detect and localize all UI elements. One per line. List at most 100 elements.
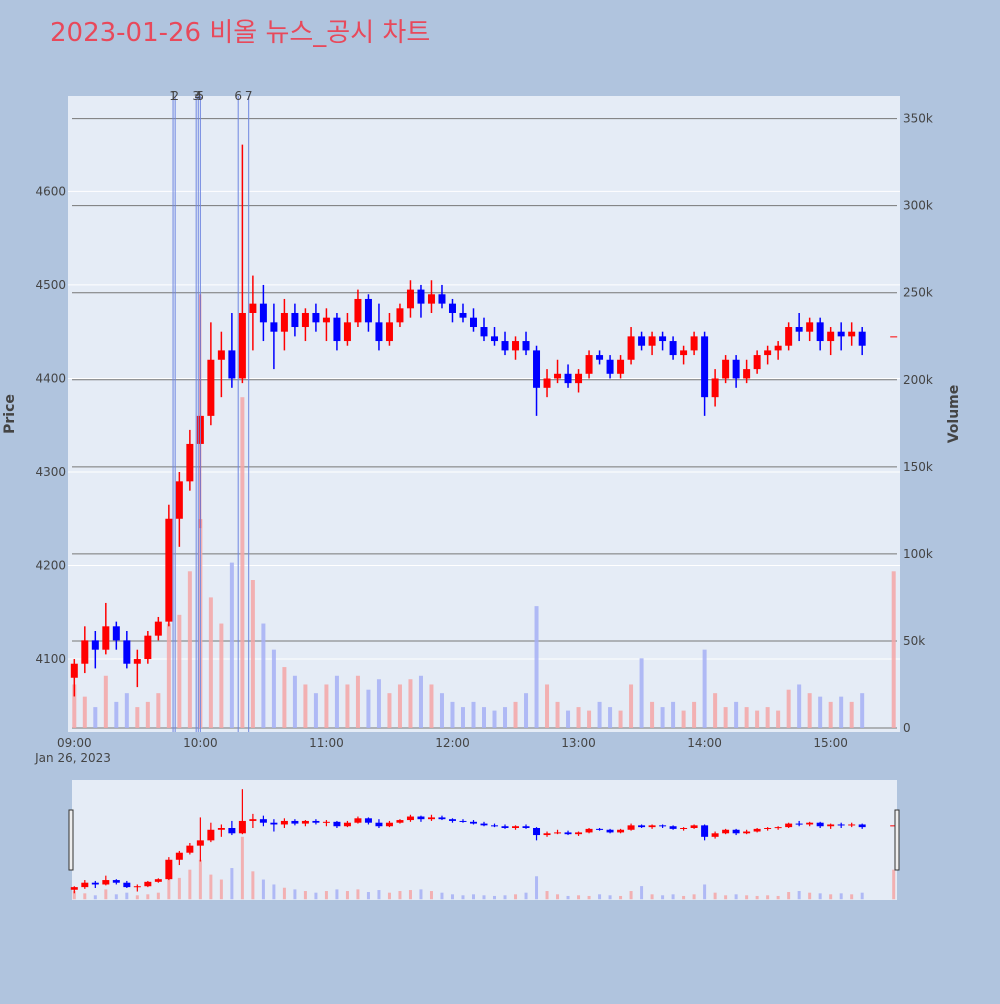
slider-candle-body [816, 822, 824, 827]
volume-bar [408, 679, 413, 728]
slider-candle-body [291, 820, 299, 824]
slider-volume-bar [566, 895, 570, 900]
volume-bar [702, 649, 707, 728]
slider-candle-body [123, 882, 131, 888]
candle-body [795, 327, 803, 332]
volume-bar [261, 623, 266, 728]
candle-body [617, 359, 625, 374]
candle-body [165, 518, 173, 622]
slider-volume-bar [230, 868, 234, 900]
slider-candle-body [154, 879, 162, 882]
candle-body [406, 289, 414, 309]
slider-candle-body [858, 824, 866, 828]
candle-body [522, 341, 530, 351]
volume-bar [776, 710, 781, 728]
candle-body [312, 312, 320, 323]
volume-bar [250, 580, 255, 728]
slider-candle-body [680, 828, 688, 829]
slider-volume-bar [240, 836, 244, 900]
slider-candle-body [627, 825, 635, 830]
slider-volume-bar [261, 879, 265, 900]
slider-handle-right[interactable] [894, 809, 900, 871]
slider-candle-body [228, 828, 236, 834]
volume-bar [397, 684, 402, 728]
slider-volume-bar [797, 891, 801, 900]
candle-body [669, 341, 677, 356]
candle-body [133, 659, 141, 664]
candle-body [270, 322, 278, 332]
y2-tick-label: 150k [903, 460, 933, 474]
candle-body [648, 336, 656, 346]
volume-bar [618, 710, 623, 728]
slider-candle-body [554, 832, 562, 834]
volume-bar [681, 710, 686, 728]
slider-volume-bar [787, 892, 791, 900]
candle-body [606, 359, 614, 374]
slider-volume-bar [219, 879, 223, 900]
slider-volume-bar [745, 895, 749, 900]
slider-candle-body [512, 826, 520, 828]
slider-volume-bar [408, 890, 412, 900]
slider-candle-body [459, 820, 467, 822]
candle-body [753, 355, 761, 370]
volume-bar [471, 701, 476, 728]
volume-bar [439, 693, 444, 728]
slider-volume-bar [839, 893, 843, 900]
candle-body [396, 308, 404, 323]
volume-bar [460, 707, 465, 728]
volume-bar [219, 623, 224, 728]
slider-volume-bar [167, 879, 171, 900]
slider-volume-bar [650, 894, 654, 900]
candle-body [217, 350, 225, 360]
volume-bar [797, 684, 802, 728]
volume-bar [376, 679, 381, 728]
slider-candle-body [438, 817, 446, 820]
candle-body [764, 350, 772, 356]
slider-volume-bar [535, 876, 539, 900]
slider-volume-bar [398, 891, 402, 900]
volume-bar [418, 675, 423, 728]
volume-bar [177, 614, 182, 728]
slider-candle-body [375, 822, 383, 827]
candle-body [711, 378, 719, 398]
slider-candle-body [848, 824, 856, 826]
slider-candle-body [596, 828, 604, 830]
slider-candle-body [343, 822, 351, 827]
candle-body [774, 345, 782, 351]
volume-bar [587, 710, 592, 728]
slider-candle-body [175, 852, 183, 860]
candle-body [354, 298, 362, 323]
volume-bar [292, 675, 297, 728]
candle-body [81, 640, 89, 664]
slider-volume-bar [703, 884, 707, 900]
slider-volume-bar [860, 892, 864, 900]
candle-body [564, 373, 572, 384]
slider-candle-body [480, 823, 488, 826]
volume-bar [807, 693, 812, 728]
candle-body [533, 350, 541, 388]
candle-body [280, 312, 288, 332]
slider-volume-bar [429, 891, 433, 900]
candle-body [186, 443, 194, 482]
slider-volume-bar [734, 894, 738, 900]
volume-bar [849, 701, 854, 728]
x-tick-label: 13:00 [561, 736, 596, 750]
slider-volume-bar [692, 894, 696, 900]
range-slider[interactable] [72, 780, 897, 900]
slider-volume-bar [387, 892, 391, 900]
slider-handle-left[interactable] [68, 809, 74, 871]
volume-bar [450, 701, 455, 728]
slider-candle-body [249, 819, 257, 821]
slider-candle-body [354, 818, 362, 823]
volume-bar [492, 710, 497, 728]
slider-candle-body [217, 828, 225, 830]
volume-bar [114, 701, 119, 728]
candle-body [459, 312, 467, 318]
volume-bar [103, 675, 108, 728]
slider-volume-bar [377, 890, 381, 900]
candle-body [228, 350, 236, 379]
volume-bar [839, 696, 844, 728]
volume-bar [240, 397, 245, 728]
candle-body [249, 303, 257, 313]
y2-axis-title: Volume [946, 385, 962, 444]
